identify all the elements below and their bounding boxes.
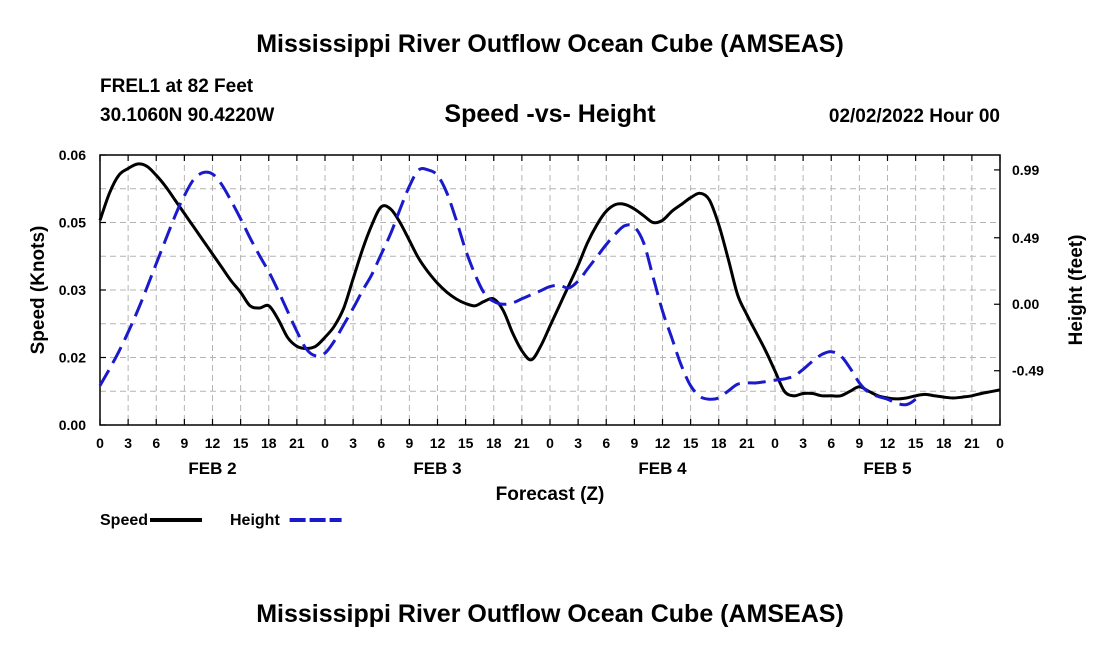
x-tick-label: 21 (289, 435, 305, 451)
day-label: FEB 4 (638, 459, 687, 478)
y-right-tick-label: 0.99 (1012, 162, 1039, 178)
coordinates-label: 30.1060N 90.4220W (100, 105, 275, 126)
legend: Speed Height (100, 512, 342, 529)
x-tick-label: 9 (405, 435, 413, 451)
y-right-tick-label: 0.00 (1012, 296, 1039, 312)
x-tick-label: 9 (855, 435, 863, 451)
series-line-height (98, 166, 917, 407)
speed-height-chart: 0 3 6 9 12 15 18 21 0 3 6 9 12 15 18 21 0 3 6 9 12 15 18 21 0 3 6 9… (28, 147, 1087, 529)
x-tick-label: 3 (124, 435, 132, 451)
x-tick-label: 18 (936, 435, 952, 451)
legend-label-height: Height (230, 512, 280, 529)
y-left-tick-label: 0.02 (59, 350, 86, 366)
chart-title: Speed -vs- Height (444, 100, 656, 128)
x-tick-label: 21 (514, 435, 530, 451)
x-tick-label: 12 (880, 435, 896, 451)
x-tick-label: 0 (96, 435, 104, 451)
day-label: FEB 5 (863, 459, 911, 478)
x-tick-label: 6 (827, 435, 835, 451)
x-tick-label: 21 (964, 435, 980, 451)
y-right-tick-label: -0.49 (1012, 363, 1044, 379)
x-tick-label: 12 (205, 435, 221, 451)
day-label: FEB 3 (413, 459, 461, 478)
footer-title: Mississippi River Outflow Ocean Cube (AM… (256, 600, 844, 628)
grid-lines (100, 155, 1000, 425)
x-tick-label: 12 (655, 435, 671, 451)
x-tick-label: 21 (739, 435, 755, 451)
x-axis-label: Forecast (Z) (496, 484, 605, 505)
x-tick-label: 3 (799, 435, 807, 451)
legend-label-speed: Speed (100, 512, 148, 529)
x-tick-label: 6 (377, 435, 385, 451)
x-tick-label: 15 (233, 435, 249, 451)
x-tick-label: 18 (261, 435, 277, 451)
x-tick-label: 0 (771, 435, 779, 451)
x-tick-label: 15 (683, 435, 699, 451)
y-right-tick-label: 0.49 (1012, 230, 1039, 246)
x-tick-label: 18 (711, 435, 727, 451)
x-tick-label: 9 (630, 435, 638, 451)
x-tick-label: 3 (574, 435, 582, 451)
x-tick-label: 18 (486, 435, 502, 451)
x-tick-label: 12 (430, 435, 446, 451)
series-line-speed (98, 162, 1001, 401)
y-axis-left-label: Speed (Knots) (28, 226, 49, 355)
x-tick-label: 9 (180, 435, 188, 451)
x-tick-label: 0 (546, 435, 554, 451)
y-axis-right-label: Height (feet) (1066, 235, 1087, 346)
axis-ticks: 0 3 6 9 12 15 18 21 0 3 6 9 12 15 18 21 0 3 6 9 12 15 18 21 0 3 6 9… (59, 147, 1044, 478)
x-tick-label: 15 (908, 435, 924, 451)
y-left-tick-label: 0.00 (59, 417, 86, 433)
station-label: FREL1 at 82 Feet (100, 76, 254, 97)
forecast-datetime: 02/02/2022 Hour 00 (828, 106, 1000, 127)
y-left-tick-label: 0.05 (59, 215, 86, 231)
x-tick-label: 6 (152, 435, 160, 451)
x-tick-label: 0 (321, 435, 329, 451)
y-left-tick-label: 0.03 (59, 282, 86, 298)
x-tick-label: 0 (996, 435, 1004, 451)
x-tick-label: 6 (602, 435, 610, 451)
x-tick-label: 15 (458, 435, 474, 451)
y-left-tick-label: 0.06 (59, 147, 86, 163)
x-tick-label: 3 (349, 435, 357, 451)
series-group (98, 162, 1001, 407)
main-title: Mississippi River Outflow Ocean Cube (AM… (256, 30, 844, 58)
day-label: FEB 2 (188, 459, 236, 478)
